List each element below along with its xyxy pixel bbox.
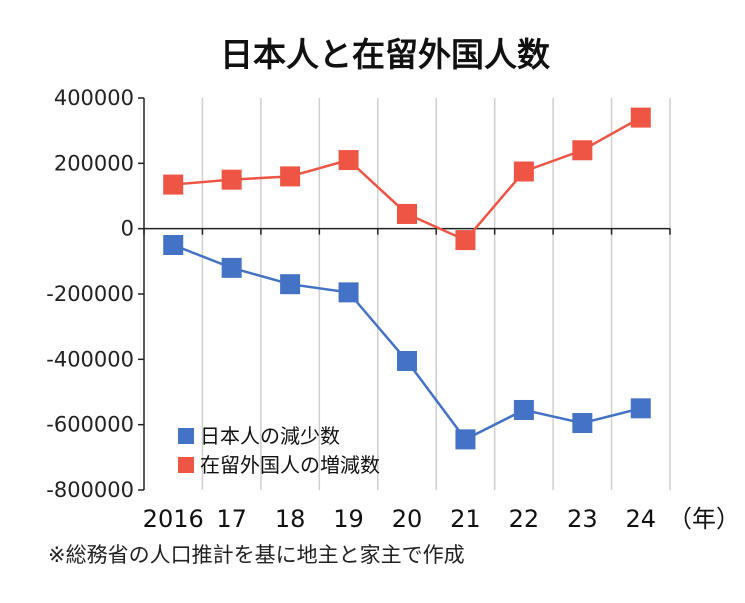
- series-group: [163, 107, 651, 450]
- series-marker-0: [338, 282, 359, 303]
- x-tick-label: 22: [509, 505, 540, 533]
- y-tick-label: -800000: [46, 478, 134, 502]
- x-tick-label: 18: [275, 505, 306, 533]
- series-marker-1: [280, 166, 301, 187]
- y-tick-label: -200000: [46, 282, 134, 306]
- series-marker-1: [513, 161, 534, 182]
- series-marker-0: [163, 235, 184, 255]
- y-tick-labels: 400000 200000 0 -200000 -400000 -600000 -80000…: [46, 86, 134, 502]
- series-marker-1: [455, 230, 476, 251]
- grid: [201, 98, 671, 490]
- x-tick-labels: 2016 17 18 19 20 21 22 23 24: [143, 505, 656, 533]
- x-tick-label: 17: [216, 505, 247, 533]
- series-line-0: [172, 243, 642, 441]
- x-tick-label: 21: [450, 505, 481, 533]
- series-marker-1: [397, 203, 417, 224]
- series-marker-0: [455, 429, 476, 450]
- x-tick-label: 19: [333, 505, 364, 533]
- series-marker-0: [513, 399, 534, 420]
- legend-label-0: 日本人の減少数: [200, 424, 340, 448]
- y-tick-label: 0: [121, 217, 134, 241]
- chart-title: 日本人と在留外国人数: [220, 35, 551, 74]
- series-marker-1: [163, 174, 184, 195]
- legend-swatch-1: [178, 457, 194, 473]
- y-tick-label: -400000: [46, 347, 134, 371]
- y-tick-label: -600000: [46, 413, 134, 437]
- series-marker-0: [572, 413, 593, 434]
- series-marker-0: [280, 274, 301, 295]
- x-tick-label: 20: [392, 505, 423, 533]
- series-marker-1: [630, 107, 651, 128]
- y-tick-label: 400000: [54, 86, 134, 110]
- x-unit-label: （年）: [668, 505, 740, 533]
- series-marker-0: [397, 350, 417, 371]
- x-tick-label: 2016: [143, 505, 204, 533]
- series-marker-1: [572, 140, 593, 161]
- series-marker-0: [630, 398, 651, 419]
- legend-swatch-0: [178, 428, 194, 444]
- series-marker-0: [221, 257, 242, 278]
- y-tick-label: 200000: [54, 151, 134, 175]
- series-marker-1: [221, 169, 242, 190]
- legend-label-1: 在留外国人の増減数: [200, 453, 380, 477]
- source-note: ※総務省の人口推計を基に地主と家主で作成: [48, 543, 465, 567]
- x-tick-label: 24: [626, 505, 657, 533]
- axes: [138, 97, 671, 491]
- x-tick-label: 23: [567, 505, 598, 533]
- series-marker-1: [338, 150, 359, 171]
